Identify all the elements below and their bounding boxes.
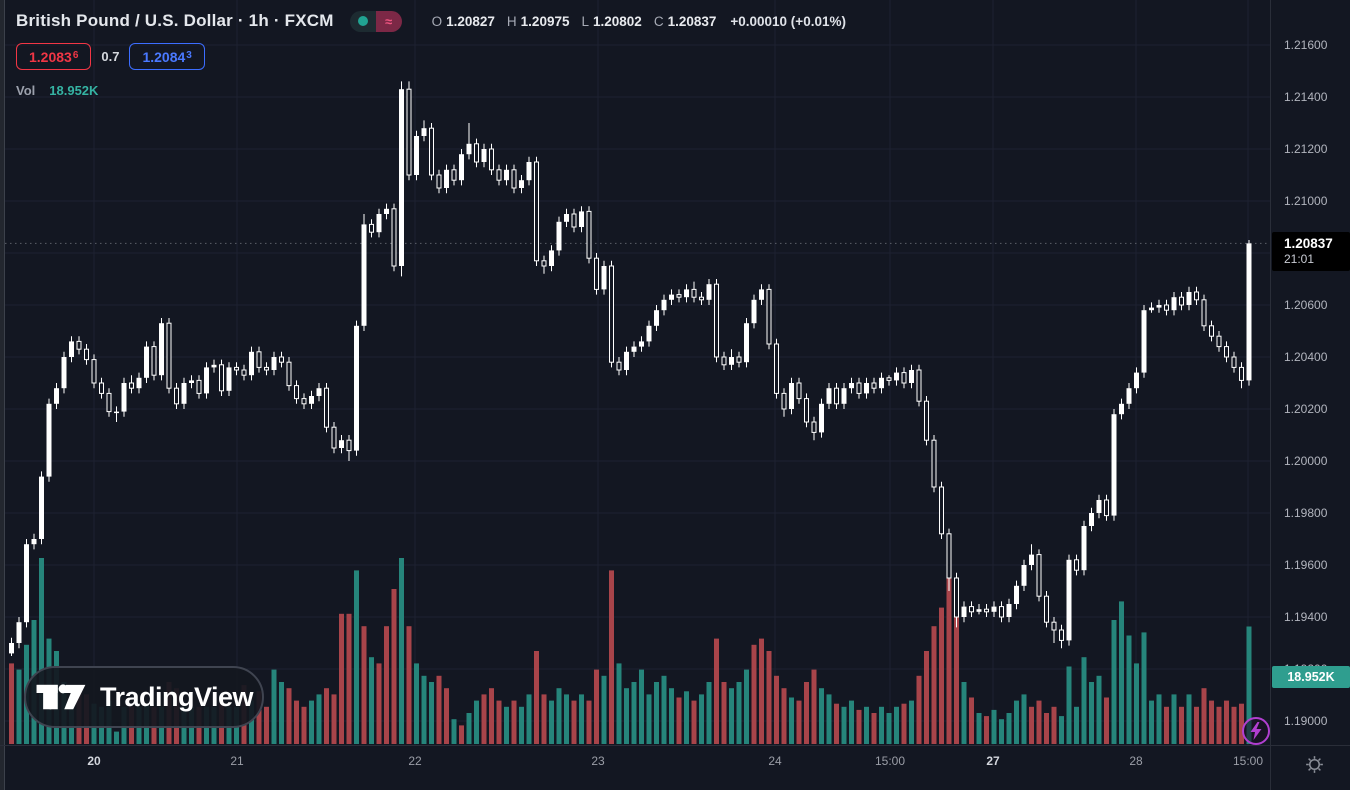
market-status-toggle[interactable]: ≈ [349,10,402,32]
market-open-dot-icon [357,16,368,26]
instant-trading-button[interactable] [1242,717,1270,745]
last-price-label: 1.20837 21:01 [1272,232,1350,271]
price-axis-label: 1.20400 [1284,350,1328,364]
time-axis-label: 24 [768,754,782,768]
high-label: H [506,13,517,29]
close-value: 1.20837 [667,13,717,29]
last-price-value: 1.20837 [1284,235,1333,251]
vertical-gridlines [93,0,1249,745]
time-axis-label: 15:00 [1232,754,1264,768]
price-axis-label: 1.21600 [1284,38,1328,52]
price-axis-label: 1.19800 [1284,506,1328,520]
time-axis-label: 27 [986,754,1000,768]
time-axis-separator [0,745,1350,746]
horizontal-gridlines [5,44,1270,722]
time-axis-label: 20 [87,754,101,768]
bid-price: 1.2083 [29,48,72,65]
time-axis-label: 21 [230,754,244,768]
candles [9,81,1252,656]
price-axis-label: 1.21400 [1284,90,1328,104]
time-axis[interactable]: 20 21 22 23 24 15:00 27 28 15:00 [0,746,1350,790]
volume-badge-value: 18.952K [1287,670,1335,684]
price-axis-label: 1.19400 [1284,610,1328,624]
open-label: O [431,13,443,29]
volume-label[interactable]: Vol [16,83,36,98]
approx-icon: ≈ [385,13,393,29]
price-axis[interactable]: 1.216001.214001.212001.210001.208001.206… [1271,0,1350,745]
price-axis-label: 1.20200 [1284,402,1328,416]
change-value: +0.00010 (+0.01%) [730,13,846,29]
price-axis-label: 1.20000 [1284,454,1328,468]
low-label: L [581,13,589,29]
low-value: 1.20802 [593,13,642,29]
price-axis-label: 1.19000 [1284,714,1328,728]
volume-axis-badge: 18.952K [1272,666,1350,688]
price-axis-label: 1.19600 [1284,558,1328,572]
tradingview-logo-text: TradingView [99,681,254,712]
tradingview-logo[interactable]: TradingView [24,666,264,728]
high-value: 1.20975 [520,13,570,29]
volume-indicator-legend: Vol 18.952K [16,83,98,98]
left-edge-toolbar-strip [0,0,5,790]
price-axis-label: 1.21000 [1284,194,1328,208]
bar-countdown-time: 21:01 [1284,252,1315,267]
delayed-data-segment: ≈ [375,10,402,32]
close-label: C [653,13,664,29]
bid-pip-fraction: 6 [72,50,79,61]
ask-price: 1.2084 [142,48,186,65]
open-value: 1.20827 [446,13,495,29]
volume-value: 18.952K [49,83,99,98]
price-axis-label: 1.21200 [1284,142,1328,156]
bid-ask-panel: 1.2083 6 0.7 1.2084 3 [16,43,205,70]
ohlc-readout: O 1.20827 H 1.20975 L 1.20802 C 1.20837 … [432,14,846,29]
time-axis-label: 22 [408,754,422,768]
time-axis-label: 28 [1129,754,1143,768]
lightning-icon [1248,722,1264,740]
price-axis-label: 1.20600 [1284,298,1328,312]
spread-value: 0.7 [101,49,120,64]
market-open-segment [349,10,376,32]
axis-settings-button[interactable] [1303,753,1325,775]
symbol-title[interactable]: British Pound / U.S. Dollar · 1h · FXCM [16,11,334,30]
buy-ask-button[interactable]: 1.2084 3 [129,43,205,70]
gear-icon [1305,755,1324,774]
time-axis-label: 15:00 [874,754,906,768]
volume-bars [9,558,1252,744]
tradingview-logo-icon [35,682,87,712]
time-axis-label: 23 [591,754,605,768]
sell-bid-button[interactable]: 1.2083 6 [16,43,92,70]
chart-legend: British Pound / U.S. Dollar · 1h · FXCM … [16,7,846,35]
price-axis-separator [1270,0,1271,790]
ask-pip-fraction: 3 [186,50,192,61]
